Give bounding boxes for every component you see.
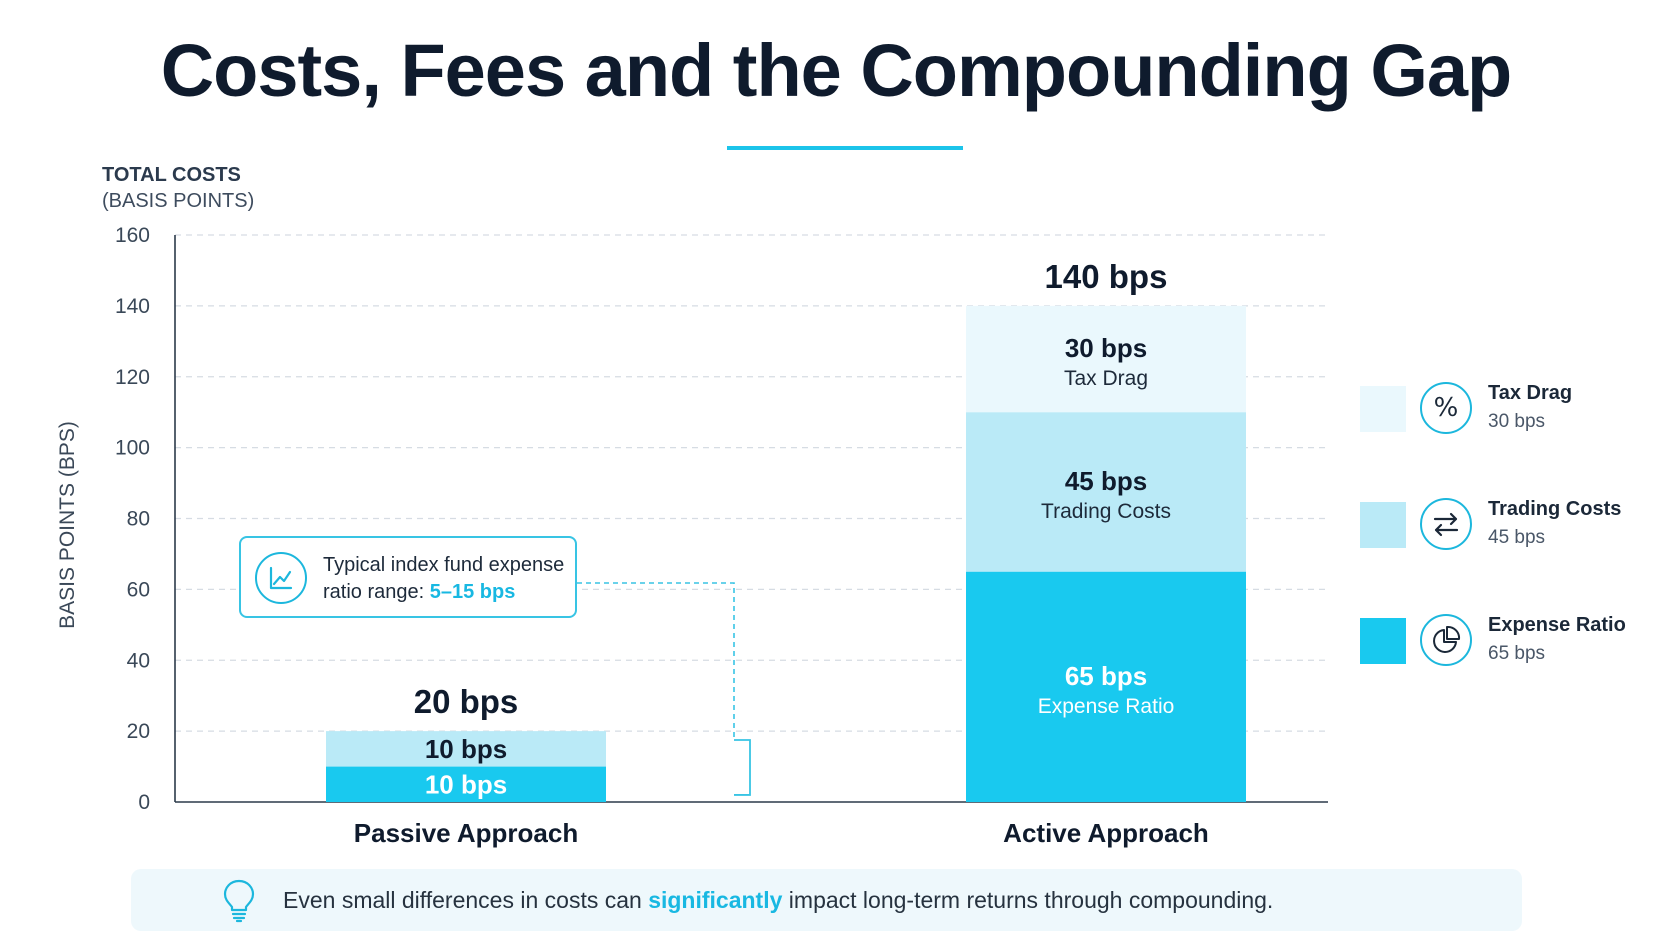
bar-total-label: 140 bps [1045, 258, 1168, 295]
y-tick-label: 0 [138, 791, 150, 814]
footer-text-after: impact long-term returns through compoun… [782, 887, 1274, 913]
legend-value: 65 bps [1488, 643, 1546, 664]
y-tick-label: 160 [115, 224, 150, 247]
expense-ratio-callout: Typical index fund expense ratio range: … [239, 536, 577, 618]
y-tick-label: 20 [127, 720, 150, 743]
title-underline [727, 146, 963, 150]
footer-highlight: significantly [648, 887, 783, 913]
x-category-label: Active Approach [1003, 818, 1209, 848]
bar-segment-tax [966, 305, 1246, 413]
y-axis-header: TOTAL COSTS (BASIS POINTS) [102, 162, 254, 214]
segment-name-label: Trading Costs [1041, 500, 1171, 523]
bar-segment-trading [326, 731, 606, 767]
y-axis-header-line2: (BASIS POINTS) [102, 190, 255, 212]
y-tick-label: 100 [115, 437, 150, 460]
callout-text-main: Typical index fund expense ratio range: [323, 554, 565, 603]
bar-total-label: 20 bps [414, 683, 519, 720]
callout-highlight: 5–15 bps [429, 581, 516, 603]
callout-bracket [734, 739, 751, 796]
legend-item-trading-costs: Trading Costs 45 bps [1360, 496, 1650, 556]
lightbulb-icon [219, 877, 259, 923]
legend-value: 45 bps [1488, 527, 1546, 548]
callout-connector [577, 582, 735, 740]
legend-value: 30 bps [1488, 411, 1546, 432]
segment-value-label: 30 bps [1065, 333, 1147, 363]
legend-label: Expense Ratio [1488, 614, 1626, 636]
bar-segment-expense [326, 766, 606, 802]
x-category-label: Passive Approach [354, 818, 578, 848]
legend-swatch-expense-ratio [1360, 618, 1406, 664]
page-title: Costs, Fees and the Compounding Gap [160, 29, 1513, 112]
footer-text-before: Even small differences in costs can [283, 887, 649, 913]
segment-value-label: 65 bps [1065, 661, 1147, 691]
legend-swatch-trading-costs [1360, 502, 1406, 548]
legend-label: Tax Drag [1488, 382, 1573, 404]
y-axis-label: BASIS POINTS (BPS) [56, 421, 79, 629]
y-tick-label: 120 [115, 366, 150, 389]
y-tick-label: 40 [127, 649, 150, 672]
y-tick-label: 140 [115, 295, 150, 318]
legend-item-tax-drag: % Tax Drag 30 bps [1360, 380, 1650, 440]
callout-text: Typical index fund expense ratio range: … [323, 552, 573, 606]
percent-icon: % [1420, 382, 1472, 434]
legend-item-expense-ratio: Expense Ratio 65 bps [1360, 612, 1650, 672]
bar-segment-trading [966, 412, 1246, 572]
segment-value-label: 45 bps [1065, 466, 1147, 496]
bar-segment-expense [966, 571, 1246, 802]
footer-note: Even small differences in costs can sign… [131, 869, 1522, 931]
segment-name-label: Tax Drag [1064, 367, 1148, 390]
segment-value-label: 10 bps [425, 734, 507, 764]
y-axis-header-line1: TOTAL COSTS [102, 164, 241, 186]
segment-value-label: 10 bps [425, 769, 507, 799]
y-tick-label: 60 [127, 578, 150, 601]
footer-text: Even small differences in costs can sign… [283, 887, 1273, 914]
line-chart-icon [255, 552, 307, 604]
arrows-swap-icon [1420, 498, 1472, 550]
segment-name-label: Expense Ratio [1038, 695, 1175, 718]
legend-label: Trading Costs [1488, 498, 1622, 520]
legend-swatch-tax-drag [1360, 386, 1406, 432]
pie-chart-icon [1420, 614, 1472, 666]
y-tick-label: 80 [127, 508, 150, 531]
svg-text:%: % [1434, 393, 1459, 423]
